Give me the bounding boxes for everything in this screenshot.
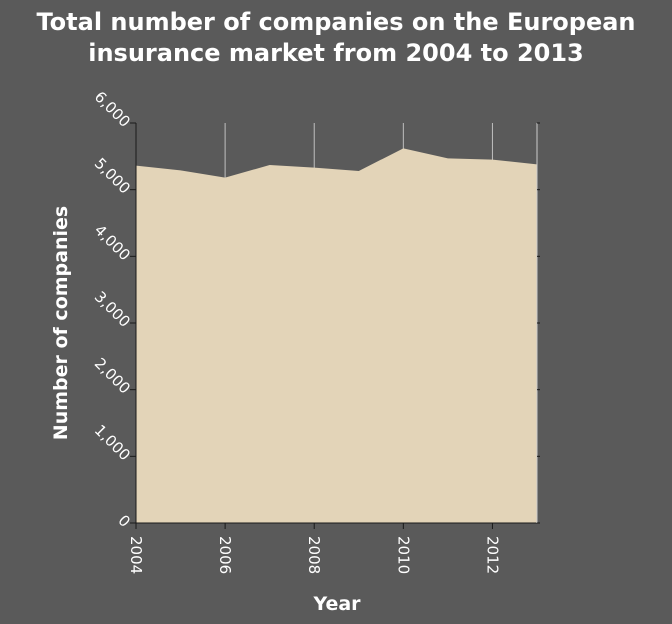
x-axis-ticks: 2004 2006 2008 2010 2012 xyxy=(127,523,501,574)
chart-title-line-2: insurance market from 2004 to 2013 xyxy=(88,39,584,67)
x-tick-label-2008: 2008 xyxy=(305,536,323,574)
x-tick-label-2010: 2010 xyxy=(394,536,412,574)
x-tick-label-2012: 2012 xyxy=(483,536,501,574)
x-axis-label: Year xyxy=(312,593,361,615)
y-axis-label: Number of companies xyxy=(50,206,72,440)
x-tick-label-2004: 2004 xyxy=(127,536,145,574)
x-tick-label-2006: 2006 xyxy=(216,536,234,574)
area-series xyxy=(136,148,537,524)
chart-title-line-1: Total number of companies on the Europea… xyxy=(36,8,635,36)
